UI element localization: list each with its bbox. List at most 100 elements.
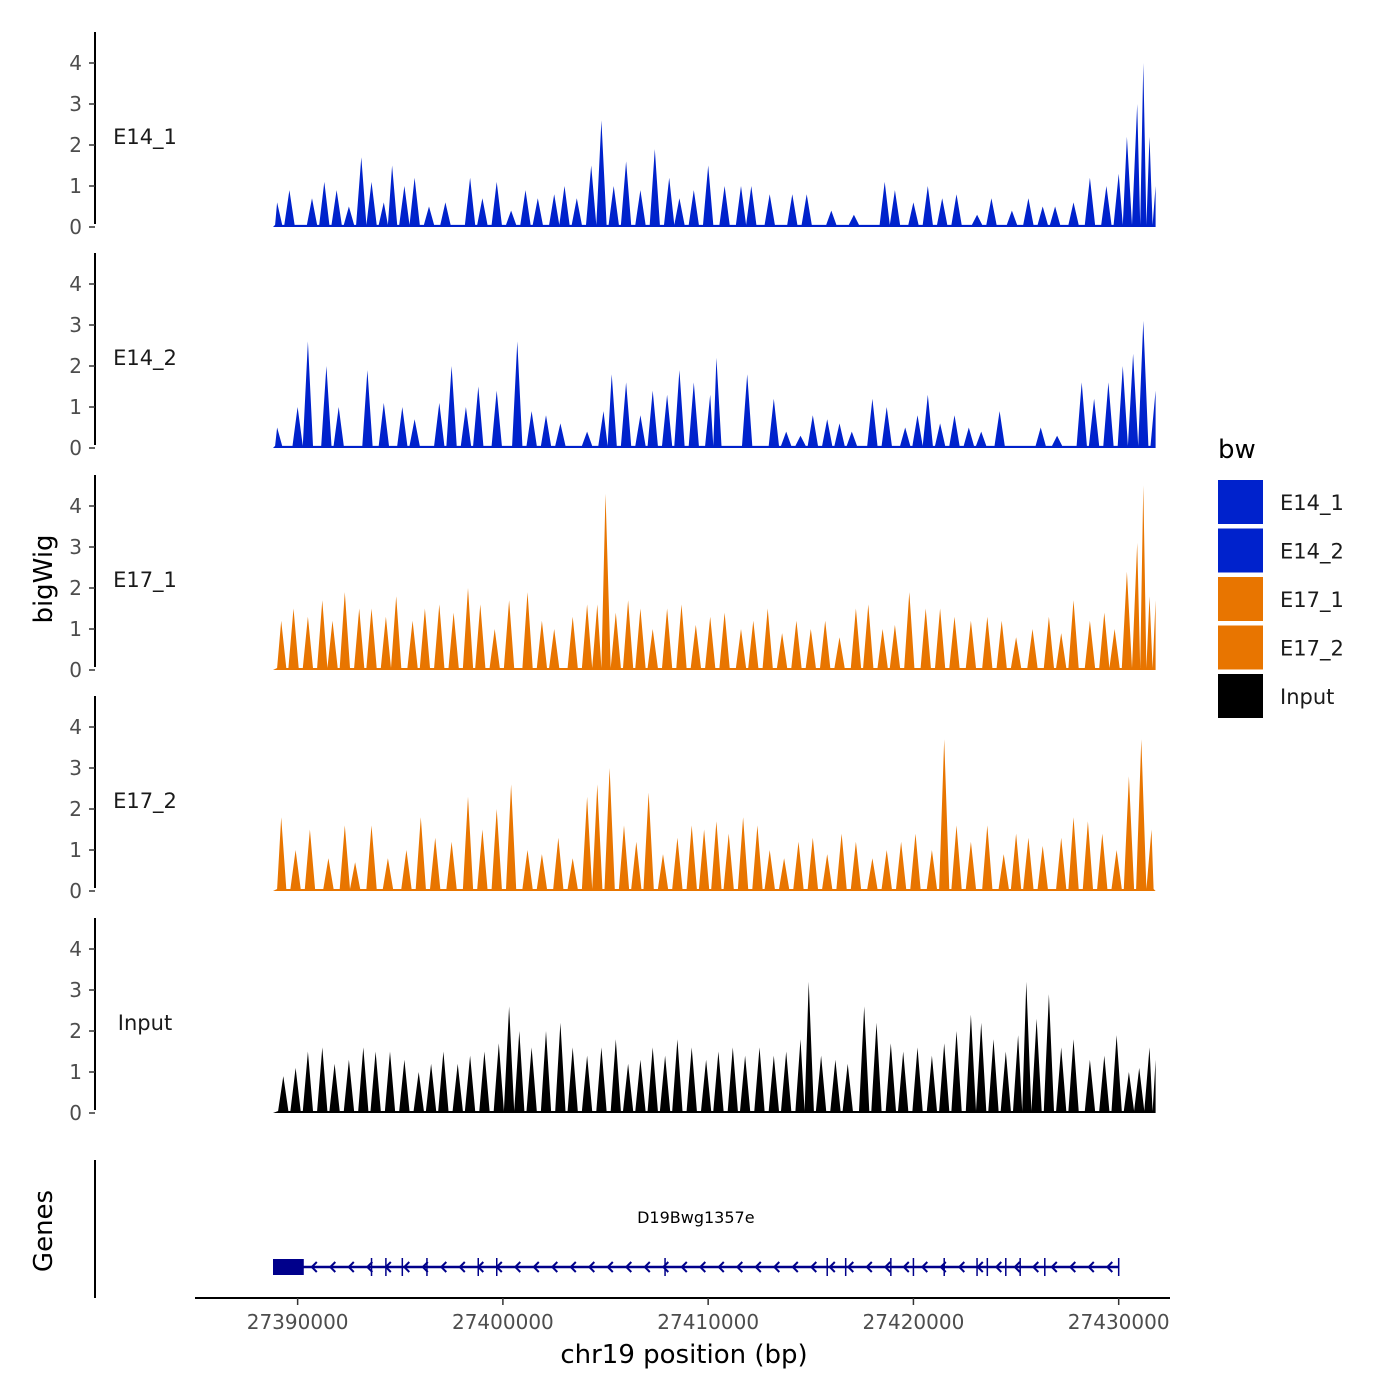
strand-arrow: [550, 1261, 559, 1273]
strand-arrow: [661, 1261, 670, 1273]
strand-arrow: [624, 1261, 633, 1273]
x-tick-label: 27400000: [452, 1310, 554, 1334]
y-tick-label: 0: [69, 879, 82, 903]
strand-arrow: [754, 1261, 762, 1273]
strand-arrow: [920, 1261, 929, 1273]
strand-arrow: [735, 1261, 744, 1273]
strand-arrow: [458, 1261, 466, 1273]
legend-swatch-E14_2: [1218, 528, 1263, 573]
strand-arrow: [994, 1261, 1003, 1273]
strand-arrow: [365, 1261, 374, 1273]
legend-swatch-E14_1: [1218, 480, 1263, 524]
strand-arrow: [772, 1261, 781, 1273]
y-tick-label: 2: [69, 133, 82, 157]
track-label: E17_1: [113, 568, 177, 593]
strand-arrow: [347, 1261, 355, 1273]
y-tick-label: 4: [69, 494, 82, 518]
strand-arrow: [513, 1261, 522, 1273]
legend-title: bw: [1218, 435, 1256, 465]
track-E14_2: 0 1 2 3 4 E14_2: [69, 253, 1156, 460]
y-tick-label: 3: [69, 756, 82, 780]
y-tick-label: 1: [69, 838, 82, 862]
legend-swatch-E17_1: [1218, 577, 1263, 621]
strand-arrow: [1105, 1261, 1114, 1273]
gene-utr-block: [273, 1259, 304, 1275]
strand-arrow: [1087, 1261, 1095, 1273]
strand-arrow: [902, 1261, 910, 1273]
strand-arrow: [1013, 1261, 1021, 1273]
track-E17_2: 0 1 2 3 4 E17_2: [69, 696, 1156, 903]
y-tick-label: 1: [69, 174, 82, 198]
legend-swatch-E17_2: [1218, 625, 1263, 670]
strand-arrow: [809, 1261, 818, 1273]
tracks-layer: 0 1 2 3 4 E14_1 0 1 2 3 4 E14_2 0 1 2 3 4 E17_1 0 1 2 3 4 E17_2…: [69, 32, 1156, 1125]
gene-track: D19Bwg1357e: [94, 1160, 1120, 1298]
legend-swatch-Input: [1218, 674, 1263, 718]
signal-area-E17_2: [273, 739, 1156, 891]
strand-arrow: [957, 1261, 966, 1273]
strand-arrow: [1068, 1261, 1077, 1273]
strand-arrow: [421, 1261, 429, 1273]
strand-arrow: [846, 1261, 855, 1273]
legend-label-Input: Input: [1280, 685, 1334, 709]
genes-axis-title: Genes: [29, 1190, 59, 1272]
strand-arrow: [587, 1261, 596, 1273]
track-label: E14_1: [113, 125, 177, 150]
legend-label-E14_1: E14_1: [1280, 491, 1344, 516]
y-tick-label: 2: [69, 576, 82, 600]
y-tick-label: 1: [69, 617, 82, 641]
y-tick-label: 4: [69, 51, 82, 75]
x-axis-title: chr19 position (bp): [560, 1340, 807, 1370]
track-Input: 0 1 2 3 4 Input: [69, 918, 1156, 1125]
legend-label-E14_2: E14_2: [1280, 540, 1344, 565]
signal-area-Input: [273, 981, 1156, 1113]
track-E14_1: 0 1 2 3 4 E14_1: [69, 32, 1156, 239]
y-tick-label: 2: [69, 797, 82, 821]
signal-area-E17_1: [273, 485, 1156, 670]
strand-arrow: [569, 1261, 577, 1273]
y-tick-label: 2: [69, 1019, 82, 1043]
y-tick-label: 3: [69, 535, 82, 559]
x-tick-label: 27420000: [863, 1310, 965, 1334]
y-tick-label: 3: [69, 92, 82, 116]
legend-label-E17_1: E17_1: [1280, 588, 1344, 613]
y-tick-label: 4: [69, 715, 82, 739]
x-tick-label: 27390000: [247, 1310, 349, 1334]
y-axis-title: bigWig: [29, 534, 59, 623]
track-E17_1: 0 1 2 3 4 E17_1: [69, 475, 1156, 682]
strand-arrow: [828, 1261, 836, 1273]
legend: bw E14_1 E14_2 E17_1 E17_2 Input: [1218, 435, 1344, 718]
strand-arrow: [680, 1261, 688, 1273]
track-label: Input: [118, 1011, 172, 1035]
strand-arrow: [643, 1261, 651, 1273]
y-tick-label: 0: [69, 436, 82, 460]
strand-arrow: [791, 1261, 799, 1273]
strand-arrow: [532, 1261, 540, 1273]
x-axis: 27390000 27400000 27410000 27420000 27430000: [195, 1297, 1170, 1334]
gene-name-label: D19Bwg1357e: [637, 1208, 754, 1227]
y-tick-label: 2: [69, 354, 82, 378]
strand-arrow: [717, 1261, 725, 1273]
x-tick-label: 27430000: [1068, 1310, 1170, 1334]
y-tick-label: 0: [69, 215, 82, 239]
strand-arrow: [698, 1261, 707, 1273]
strand-arrow: [402, 1261, 411, 1273]
track-label: E14_2: [113, 346, 177, 371]
y-tick-label: 0: [69, 1101, 82, 1125]
y-tick-label: 3: [69, 313, 82, 337]
strand-arrow: [1031, 1261, 1040, 1273]
strand-arrow: [1050, 1261, 1058, 1273]
strand-arrow: [310, 1261, 318, 1273]
y-tick-label: 1: [69, 395, 82, 419]
y-tick-label: 0: [69, 658, 82, 682]
signal-area-E14_1: [273, 63, 1156, 227]
strand-arrow: [439, 1261, 448, 1273]
y-tick-label: 4: [69, 272, 82, 296]
signal-area-E14_2: [273, 320, 1156, 448]
legend-label-E17_2: E17_2: [1280, 637, 1344, 662]
y-tick-label: 1: [69, 1060, 82, 1084]
track-label: E17_2: [113, 789, 177, 814]
y-tick-label: 4: [69, 937, 82, 961]
strand-arrow: [865, 1261, 873, 1273]
